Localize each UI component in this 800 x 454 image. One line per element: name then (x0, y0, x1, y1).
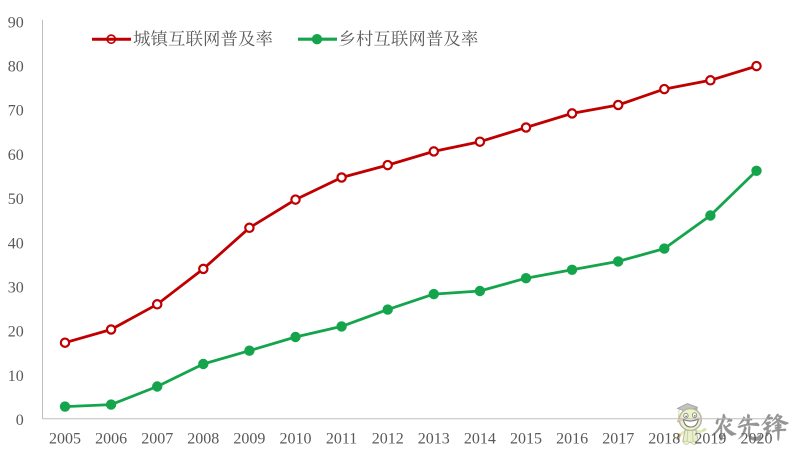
svg-text:2016: 2016 (556, 431, 588, 448)
svg-text:50: 50 (8, 191, 24, 208)
svg-text:90: 90 (8, 14, 24, 31)
svg-text:2019: 2019 (694, 431, 726, 448)
svg-text:40: 40 (8, 235, 24, 252)
svg-text:2008: 2008 (187, 431, 219, 448)
svg-text:60: 60 (8, 147, 24, 164)
svg-text:2010: 2010 (280, 431, 312, 448)
svg-text:2014: 2014 (464, 431, 496, 448)
svg-text:2006: 2006 (95, 431, 127, 448)
svg-text:80: 80 (8, 59, 24, 76)
svg-text:20: 20 (8, 324, 24, 341)
svg-text:70: 70 (8, 103, 24, 120)
svg-text:2009: 2009 (233, 431, 265, 448)
svg-text:2012: 2012 (372, 431, 404, 448)
svg-text:2011: 2011 (326, 431, 357, 448)
svg-text:2020: 2020 (741, 431, 773, 448)
svg-text:2015: 2015 (510, 431, 542, 448)
svg-text:0: 0 (16, 412, 24, 429)
svg-text:2013: 2013 (418, 431, 450, 448)
svg-text:2018: 2018 (648, 431, 680, 448)
svg-text:2005: 2005 (49, 431, 81, 448)
svg-text:30: 30 (8, 280, 24, 297)
svg-text:10: 10 (8, 368, 24, 385)
svg-text:2007: 2007 (141, 431, 173, 448)
svg-text:2017: 2017 (602, 431, 634, 448)
